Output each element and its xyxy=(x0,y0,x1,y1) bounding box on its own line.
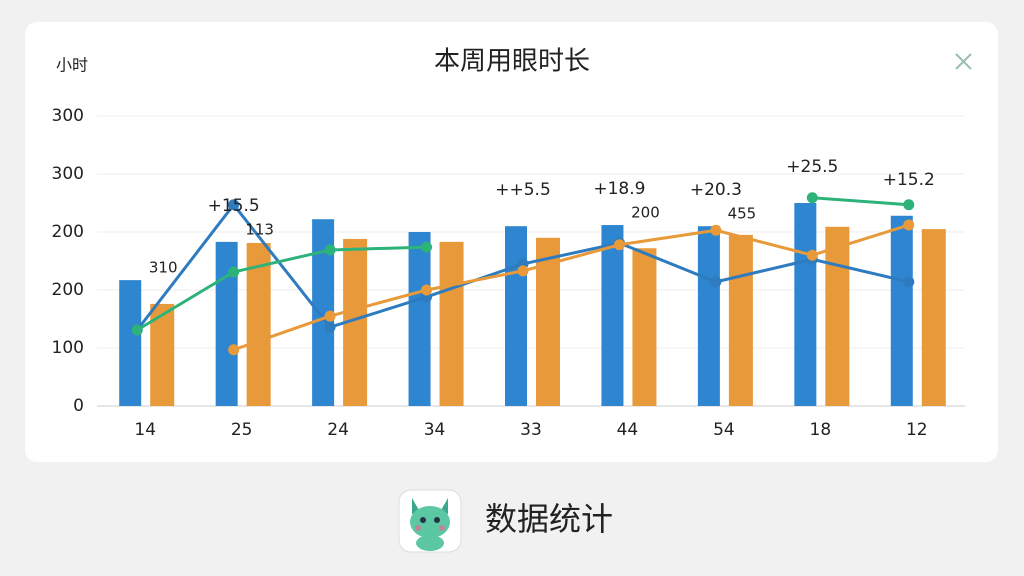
change-label: +25.5 xyxy=(786,157,838,177)
line-point xyxy=(228,266,240,278)
line-point xyxy=(324,321,336,333)
line-point xyxy=(228,199,240,211)
x-tick-label: 25 xyxy=(231,420,253,440)
change-label: +15.2 xyxy=(883,170,935,190)
x-tick-label: 14 xyxy=(134,420,156,440)
x-tick-label: 34 xyxy=(424,420,446,440)
bar xyxy=(439,241,464,406)
x-tick-label: 54 xyxy=(713,420,735,440)
bar xyxy=(505,226,527,406)
value-label: 310 xyxy=(149,259,178,277)
value-label: 113 xyxy=(245,220,274,238)
line-point xyxy=(228,344,240,356)
bar xyxy=(697,226,720,406)
x-tick-label: 24 xyxy=(327,420,349,440)
y-tick-label: 0 xyxy=(73,396,84,416)
x-tick-label: 44 xyxy=(617,420,639,440)
bar xyxy=(119,280,142,406)
bar xyxy=(728,234,753,406)
line-point xyxy=(421,241,433,253)
line-point xyxy=(131,324,143,336)
line-series xyxy=(136,196,909,332)
bar xyxy=(794,203,817,406)
line-point xyxy=(903,199,915,211)
bar xyxy=(408,232,431,406)
line-point xyxy=(710,276,722,288)
x-tick-label: 12 xyxy=(906,420,928,440)
close-button[interactable] xyxy=(955,53,972,70)
value-label: 200 xyxy=(631,204,660,222)
bar xyxy=(921,229,946,406)
y-tick-label: 200 xyxy=(52,222,84,242)
x-tick-label: 33 xyxy=(520,420,542,440)
value-label: 455 xyxy=(728,205,757,223)
line-point xyxy=(324,244,336,256)
x-tick-label: 18 xyxy=(810,420,832,440)
bar xyxy=(825,226,850,406)
line-series xyxy=(233,223,910,352)
line-point xyxy=(710,224,722,236)
line-point xyxy=(517,265,529,277)
y-tick-label: 300 xyxy=(52,164,84,184)
line-point xyxy=(903,219,915,231)
change-label: +18.9 xyxy=(593,179,645,199)
bar xyxy=(312,219,335,406)
line-point xyxy=(613,239,625,251)
bar xyxy=(890,215,913,406)
y-tick-label: 200 xyxy=(52,280,84,300)
line-point xyxy=(324,310,336,322)
y-tick-label: 100 xyxy=(52,338,84,358)
line-point xyxy=(421,284,433,296)
chart-title: 本周用眼时长 xyxy=(434,47,590,77)
app-icon xyxy=(398,489,462,553)
bar xyxy=(215,241,238,406)
line-point xyxy=(806,192,818,204)
y-tick-label: 300 xyxy=(52,106,84,126)
footer-label: 数据统计 xyxy=(485,500,613,538)
line-point xyxy=(806,249,818,261)
bar xyxy=(246,243,271,406)
change-label: +15.5 xyxy=(208,196,260,216)
change-label: ++5.5 xyxy=(495,180,551,200)
bar xyxy=(601,225,624,406)
line-point xyxy=(903,276,915,288)
y-axis-label: 小时 xyxy=(56,56,88,75)
change-label: +20.3 xyxy=(690,180,742,200)
bar xyxy=(632,248,657,406)
